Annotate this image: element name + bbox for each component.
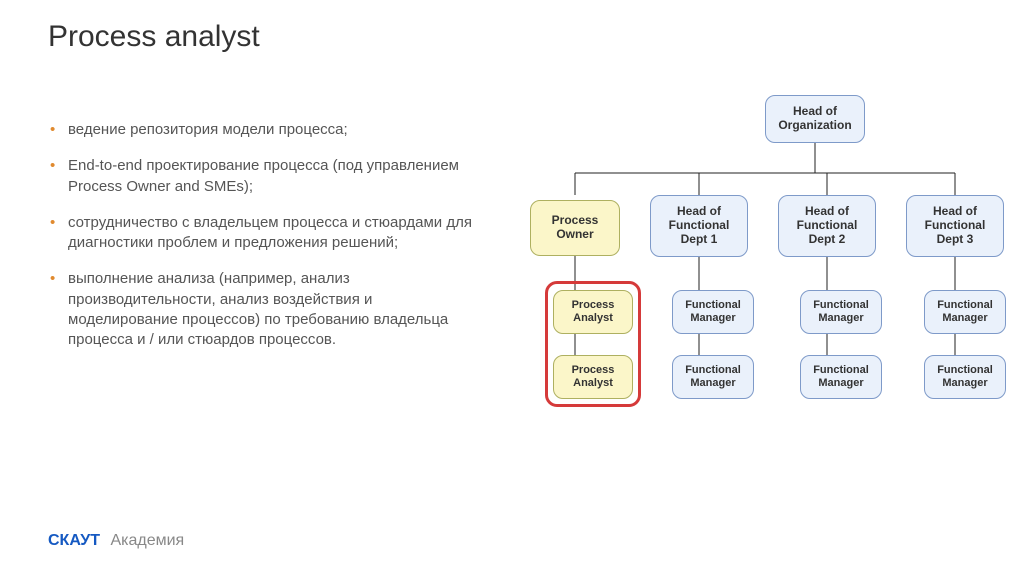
list-item: сотрудничество с владельцем процесса и с… [48,213,478,254]
footer-logo: СКАУТ Академия [48,532,184,550]
org-node-d1: Head of Functional Dept 1 [650,195,748,257]
org-node-fm1a: Functional Manager [672,290,754,334]
list-item: выполнение анализа (например, анализ про… [48,269,478,350]
list-item: ведение репозитория модели процесса; [48,120,478,140]
org-chart: Head of Organization Process Owner Head of… [520,95,1010,445]
org-node-fm2b: Functional Manager [800,355,882,399]
org-node-d2: Head of Functional Dept 2 [778,195,876,257]
logo-sub: Академия [110,532,184,549]
logo-brand: СКАУТ [48,532,100,549]
org-node-pa2: Process Analyst [553,355,633,399]
list-item: End-to-end проектирование процесса (под … [48,156,478,197]
org-node-fm3b: Functional Manager [924,355,1006,399]
org-node-pa1: Process Analyst [553,290,633,334]
bullet-list: ведение репозитория модели процесса; End… [48,120,478,366]
page-title: Process analyst [48,20,260,54]
org-node-po: Process Owner [530,200,620,256]
org-node-head: Head of Organization [765,95,865,143]
org-node-fm2a: Functional Manager [800,290,882,334]
org-node-d3: Head of Functional Dept 3 [906,195,1004,257]
org-node-fm3a: Functional Manager [924,290,1006,334]
org-node-fm1b: Functional Manager [672,355,754,399]
